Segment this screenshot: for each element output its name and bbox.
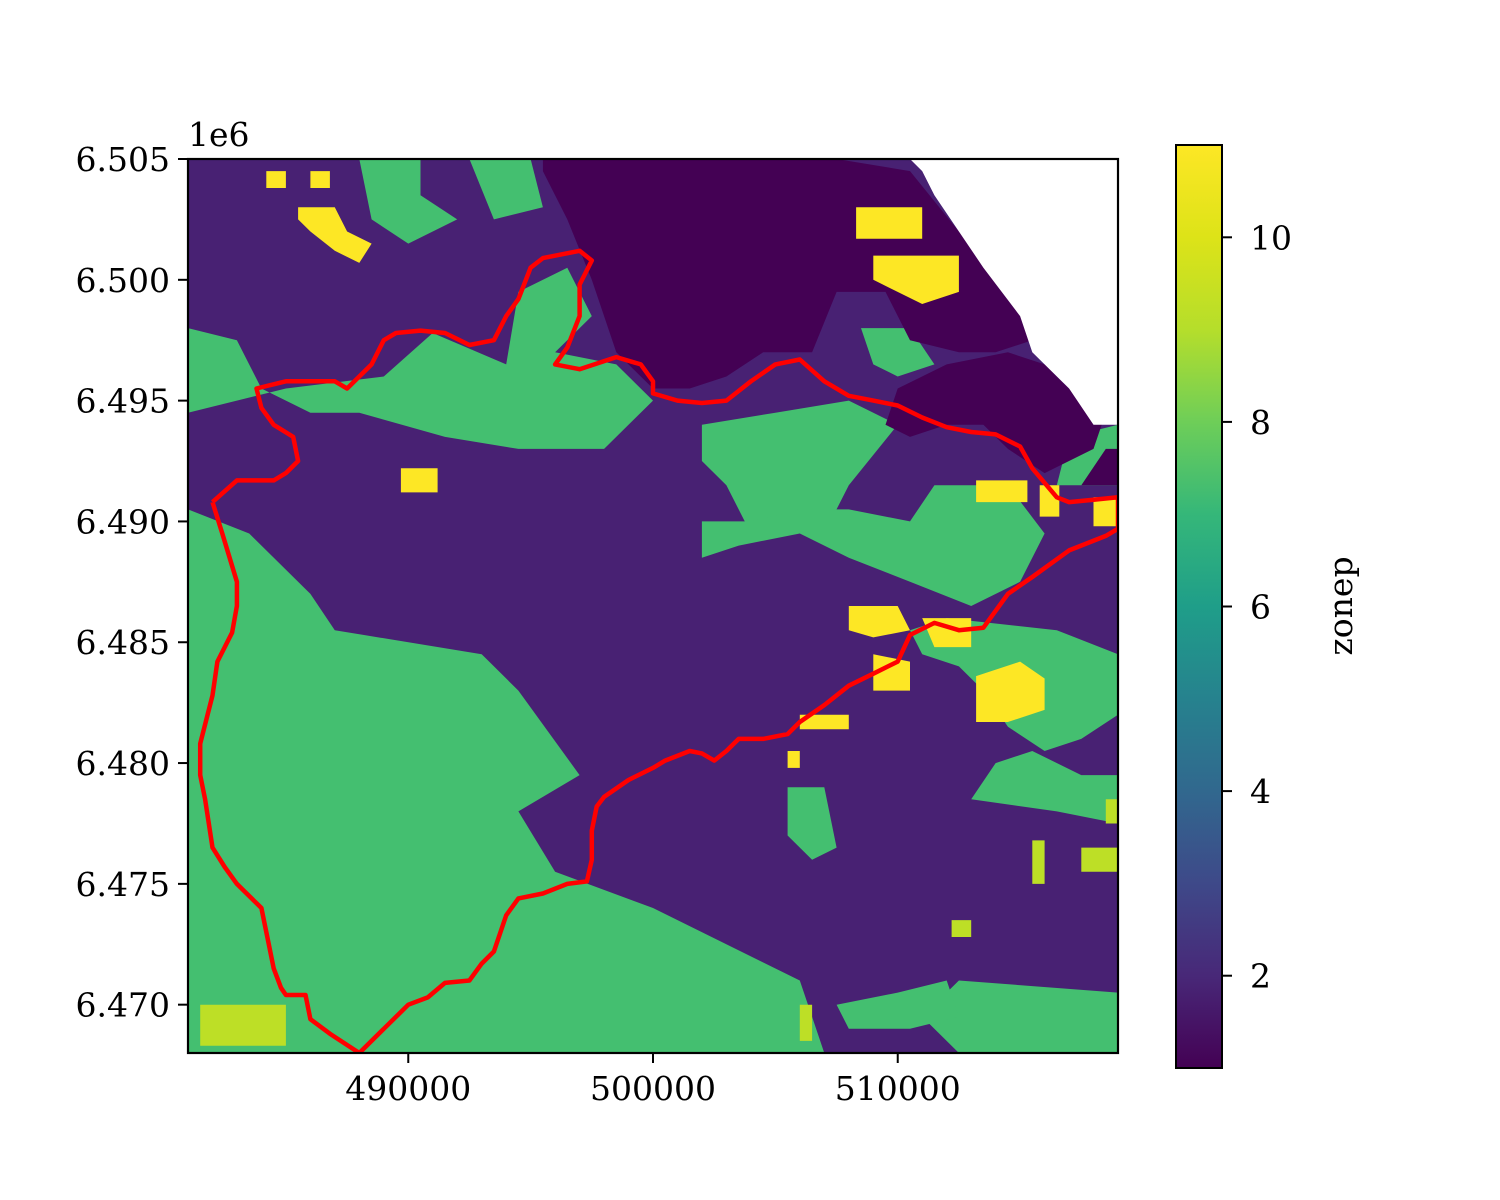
y-tick-label-5: 6.495 <box>76 382 170 421</box>
zone-10-patch-37 <box>951 920 972 937</box>
y-tick-label-1: 6.475 <box>76 865 170 904</box>
colorbar-gradient <box>1176 145 1222 1068</box>
colorbar-tick-label-4: 10 <box>1250 218 1292 257</box>
zone-8-patch-3 <box>359 159 458 244</box>
y-tick-label-0: 6.470 <box>76 986 170 1025</box>
colorbar-tick-label-3: 8 <box>1250 403 1271 442</box>
zone-11-patch-18 <box>856 207 923 239</box>
zonep-raster <box>188 159 1118 1053</box>
zone-10-patch-33 <box>200 1004 286 1046</box>
y-tick-label-4: 6.490 <box>76 502 170 541</box>
zone-11-patch-22 <box>310 171 330 188</box>
map-panel: 490000 500000 510000 6.4706.4756.4806.4856… <box>76 115 1120 1108</box>
y-tick-label-3: 6.485 <box>76 623 170 662</box>
colorbar-label: zonep <box>1321 556 1360 655</box>
boundary-line <box>197 248 1118 1053</box>
zone-8-patch-4 <box>469 159 543 220</box>
zone-11-patch-31 <box>799 714 849 730</box>
zone-1-patch-16 <box>885 352 1106 474</box>
x-axis: 490000 500000 510000 <box>345 1053 961 1108</box>
zone-11-patch-27 <box>976 480 1028 503</box>
zone-8-patch-9 <box>787 787 837 860</box>
x-tick-label-1: 500000 <box>590 1069 716 1108</box>
colorbar-ticks: 2 4 6 8 10 <box>1222 218 1292 996</box>
zone-10-patch-35 <box>1081 847 1118 872</box>
zone-8-patch-1 <box>188 509 825 1053</box>
y-axis: 6.470 6.475 6.480 6.485 6.490 6.495 6.500 6.505 <box>76 140 188 1025</box>
y-tick-label-6: 6.500 <box>76 261 170 300</box>
y-tick-label-7: 6.505 <box>76 140 170 179</box>
zone-8-patch-10 <box>971 751 1118 824</box>
colorbar-tick-label-2: 6 <box>1250 588 1271 627</box>
zone-11-patch-26 <box>976 661 1045 722</box>
zone-8-patch-12 <box>836 980 959 1029</box>
zone-11-patch-19 <box>873 255 959 304</box>
zone-11-patch-25 <box>873 654 910 691</box>
colorbar-tick-label-0: 2 <box>1250 957 1271 996</box>
zone-8-patch-11 <box>922 980 1118 1053</box>
x-tick-label-0: 490000 <box>345 1069 471 1108</box>
catchment-boundary <box>197 248 1118 1053</box>
zone-8-patch-2 <box>188 267 653 449</box>
zone-10-patch-34 <box>799 1004 813 1041</box>
zone-11-patch-20 <box>298 207 372 263</box>
zone-11-patch-32 <box>787 751 800 768</box>
colorbar-tick-label-1: 4 <box>1250 772 1271 811</box>
y-offset-label: 1e6 <box>188 115 250 154</box>
zone-11-patch-29 <box>1093 497 1118 527</box>
zone-11-patch-21 <box>266 171 286 188</box>
zone-10-patch-36 <box>1105 799 1118 824</box>
colorbar: 2 4 6 8 10 zonep <box>1175 144 1360 1069</box>
zone-8-patch-5 <box>701 400 898 534</box>
x-tick-label-2: 510000 <box>835 1069 961 1108</box>
zone-10-patch-38 <box>1032 840 1045 884</box>
zone-11-patch-30 <box>400 468 438 493</box>
y-tick-label-2: 6.480 <box>76 744 170 783</box>
zone-1-patch-17 <box>1081 448 1118 486</box>
zone-0-patch-39 <box>910 159 1118 425</box>
zone-8-patch-6 <box>701 485 1045 606</box>
zone-11-patch-23 <box>848 606 910 638</box>
